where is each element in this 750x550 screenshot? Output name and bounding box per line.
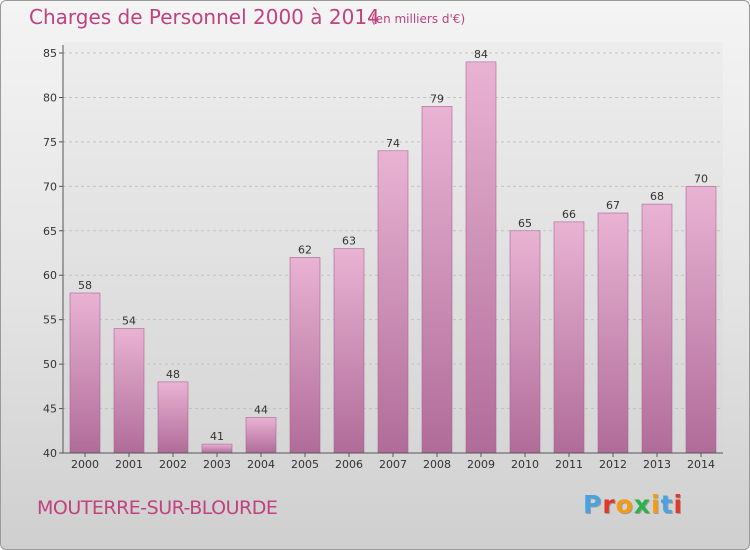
bars — [69, 61, 717, 454]
logo-letter: x — [633, 490, 651, 519]
x-tick-label-2006: 2006 — [335, 458, 363, 471]
data-label-2013: 68 — [650, 190, 664, 203]
y-tick-label: 85 — [43, 47, 57, 60]
bar-2006 — [333, 248, 365, 454]
data-label-2012: 67 — [606, 199, 620, 212]
x-tick-label-2002: 2002 — [159, 458, 187, 471]
bar-2012 — [597, 212, 629, 454]
data-label-2010: 65 — [518, 217, 532, 230]
data-label-2003: 41 — [210, 430, 224, 443]
y-tick-label: 55 — [43, 314, 57, 327]
x-tick-label-2014: 2014 — [687, 458, 715, 471]
proxiti-logo[interactable]: Proxiti — [583, 490, 683, 519]
x-tick-label-2007: 2007 — [379, 458, 407, 471]
data-label-2001: 54 — [122, 315, 136, 328]
data-label-2008: 79 — [430, 92, 444, 105]
data-label-2005: 62 — [298, 243, 312, 256]
bar-2005 — [289, 257, 321, 454]
logo-letter: t — [660, 490, 674, 519]
place-name: MOUTERRE-SUR-BLOURDE — [37, 497, 278, 519]
data-label-2014: 70 — [694, 172, 708, 185]
data-label-2009: 84 — [474, 48, 488, 61]
bar-2013 — [641, 203, 673, 454]
logo-letter: o — [615, 490, 634, 519]
data-label-2007: 74 — [386, 137, 400, 150]
bar-2004 — [245, 417, 277, 454]
bar-2007 — [377, 150, 409, 454]
bar-2003 — [201, 443, 233, 454]
data-label-2004: 44 — [254, 403, 268, 416]
x-tick-label-2009: 2009 — [467, 458, 495, 471]
data-label-2006: 63 — [342, 235, 356, 248]
x-tick-label-2005: 2005 — [291, 458, 319, 471]
x-tick-label-2008: 2008 — [423, 458, 451, 471]
logo-letter: P — [583, 490, 603, 519]
x-tick-label-2001: 2001 — [115, 458, 143, 471]
y-tick-label: 80 — [43, 91, 57, 104]
data-labels: 58 54 48 41 44 62 63 74 79 84 65 66 67 68 70 — [78, 48, 708, 443]
y-tick-label: 40 — [43, 447, 57, 460]
data-label-2011: 66 — [562, 208, 576, 221]
y-tick-label: 75 — [43, 136, 57, 149]
logo-letter: i — [673, 490, 684, 519]
x-tick-label-2000: 2000 — [71, 458, 99, 471]
x-tick-label-2004: 2004 — [247, 458, 275, 471]
chart-title: Charges de Personnel 2000 à 2014 — [29, 5, 380, 29]
x-axis: 2000 2001 2002 2003 2004 2005 2006 2007 2008 2009… — [63, 452, 723, 471]
y-tick-label: 50 — [43, 358, 57, 371]
bar-2000 — [69, 292, 101, 454]
bar-2008 — [421, 106, 453, 454]
x-tick-label-2003: 2003 — [203, 458, 231, 471]
bar-2001 — [113, 328, 145, 454]
data-label-2002: 48 — [166, 368, 180, 381]
y-tick-label: 60 — [43, 269, 57, 282]
bar-2009 — [465, 61, 497, 454]
bar-2010 — [509, 230, 541, 454]
y-tick-label: 65 — [43, 225, 57, 238]
bar-2011 — [553, 221, 585, 454]
y-tick-label: 45 — [43, 403, 57, 416]
x-tick-label-2010: 2010 — [511, 458, 539, 471]
logo-letter: i — [651, 490, 661, 519]
data-label-2000: 58 — [78, 279, 92, 292]
bar-2002 — [157, 381, 189, 454]
y-tick-label: 70 — [43, 180, 57, 193]
bar-2014 — [685, 186, 717, 454]
logo-letter: r — [602, 490, 616, 519]
chart-subtitle: (en milliers d'€) — [371, 12, 466, 26]
y-axis: 40 45 50 55 60 65 70 75 80 85 — [43, 45, 64, 460]
x-tick-label-2011: 2011 — [555, 458, 583, 471]
x-tick-label-2013: 2013 — [643, 458, 671, 471]
x-tick-label-2012: 2012 — [599, 458, 627, 471]
